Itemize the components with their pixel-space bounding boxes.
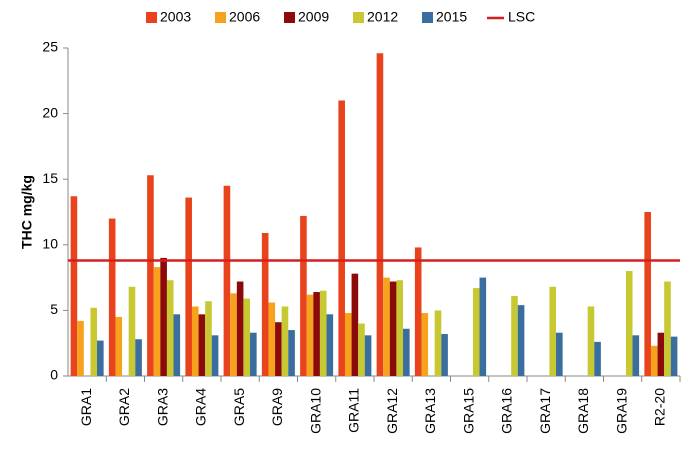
bar <box>135 339 142 376</box>
bar <box>108 218 116 376</box>
y-tick-label: 20 <box>42 104 58 120</box>
x-tick-label: GRA4 <box>193 388 209 426</box>
bar <box>306 294 314 376</box>
bar <box>358 323 365 376</box>
x-tick-label: GRA11 <box>346 388 362 433</box>
bar <box>147 175 154 376</box>
bar <box>70 196 78 376</box>
bar <box>389 281 397 376</box>
legend-label: 2012 <box>367 9 398 25</box>
bar <box>191 306 199 376</box>
bar <box>319 290 327 376</box>
bar <box>396 280 404 376</box>
legend-label: LSC <box>508 9 535 25</box>
legend-label: 2006 <box>229 9 260 25</box>
bar <box>664 281 671 376</box>
legend-swatch <box>422 12 433 23</box>
bar <box>670 336 678 376</box>
bar <box>90 307 98 376</box>
bar <box>351 273 359 376</box>
bar <box>344 313 352 376</box>
bar <box>632 335 640 376</box>
bar <box>275 322 282 376</box>
bar <box>288 330 295 376</box>
bar <box>549 286 557 376</box>
bar <box>166 280 174 376</box>
y-tick-label: 0 <box>50 367 58 383</box>
x-tick-label: GRA17 <box>537 388 553 434</box>
legend-swatch <box>215 12 226 23</box>
x-tick-label: GRA18 <box>575 388 591 434</box>
y-axis-label: THC mg/kg <box>19 175 35 249</box>
bar <box>153 267 161 376</box>
x-tick-label: R2-20 <box>652 388 668 426</box>
y-tick-label: 5 <box>50 301 58 317</box>
bar <box>77 320 84 376</box>
bar <box>115 316 123 376</box>
bar <box>376 53 384 377</box>
bar <box>198 314 206 376</box>
bar <box>421 313 429 376</box>
legend-label: 2009 <box>298 9 329 25</box>
bar <box>281 306 289 376</box>
bar <box>160 257 167 376</box>
bar <box>236 281 244 376</box>
x-tick-label: GRA16 <box>499 388 515 434</box>
bar <box>441 334 448 376</box>
bar <box>223 185 231 376</box>
x-tick-label: GRA2 <box>116 388 132 426</box>
bar <box>511 295 518 376</box>
bar <box>403 328 410 376</box>
legend-swatch <box>284 12 295 23</box>
x-tick-label: GRA15 <box>460 388 476 434</box>
x-tick-label: GRA13 <box>422 388 438 434</box>
bar <box>472 288 480 376</box>
bar <box>313 292 320 376</box>
bar <box>644 212 651 376</box>
bar <box>594 341 601 376</box>
x-tick-label: GRA12 <box>384 388 400 434</box>
bar <box>434 310 442 376</box>
y-tick-label: 10 <box>42 236 58 252</box>
bar <box>205 301 212 376</box>
bar <box>657 332 665 376</box>
x-tick-label: GRA5 <box>231 388 247 426</box>
bar <box>556 332 563 376</box>
y-tick-label: 25 <box>42 39 58 55</box>
bar <box>250 332 257 376</box>
x-tick-label: GRA1 <box>78 388 94 426</box>
bar <box>383 277 390 376</box>
bar <box>517 305 525 376</box>
y-tick-label: 15 <box>42 170 58 186</box>
legend-swatch <box>146 12 157 23</box>
bar <box>97 340 104 376</box>
bar <box>625 271 633 376</box>
bar <box>268 302 276 376</box>
legend-swatch <box>353 12 364 23</box>
bar <box>230 293 237 376</box>
legend-label: 2015 <box>436 9 467 25</box>
x-tick-label: GRA19 <box>613 388 629 434</box>
bar <box>300 215 307 376</box>
bar <box>414 247 422 376</box>
legend-label: 2003 <box>160 9 191 25</box>
bar <box>326 314 334 376</box>
bar <box>479 277 487 376</box>
x-tick-label: GRA9 <box>269 388 285 426</box>
bar <box>185 197 192 376</box>
bar <box>338 100 345 376</box>
bar <box>261 232 269 376</box>
x-tick-label: GRA10 <box>307 388 323 434</box>
bar <box>587 306 595 376</box>
bar <box>243 298 251 376</box>
bar <box>650 345 658 376</box>
bar <box>128 286 136 376</box>
bar <box>364 335 372 376</box>
x-tick-label: GRA3 <box>154 388 170 426</box>
bar <box>173 314 181 376</box>
bar <box>211 335 219 376</box>
